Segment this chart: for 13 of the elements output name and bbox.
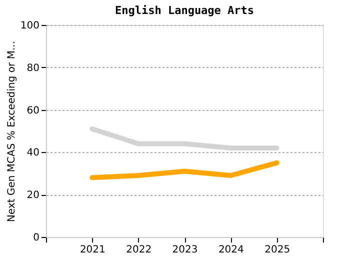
- x-tick-label: 2025: [264, 244, 290, 256]
- y-tick-label: 80: [26, 62, 40, 74]
- y-tick-label: 100: [20, 20, 40, 32]
- y-tick-label: 40: [26, 148, 40, 159]
- x-tick-label: 2021: [80, 244, 106, 256]
- y-axis-title: Next Gen MCAS % Exceeding or M...: [6, 41, 18, 222]
- y-tick-label: 60: [26, 105, 40, 116]
- y-tick-label: 20: [26, 190, 40, 202]
- x-tick-label: 2023: [172, 244, 198, 256]
- x-tick-label: 2022: [126, 244, 152, 256]
- x-tick-label: 2024: [218, 244, 244, 256]
- y-tick-label: 0: [33, 232, 40, 244]
- chart-title: English Language Arts: [114, 4, 254, 17]
